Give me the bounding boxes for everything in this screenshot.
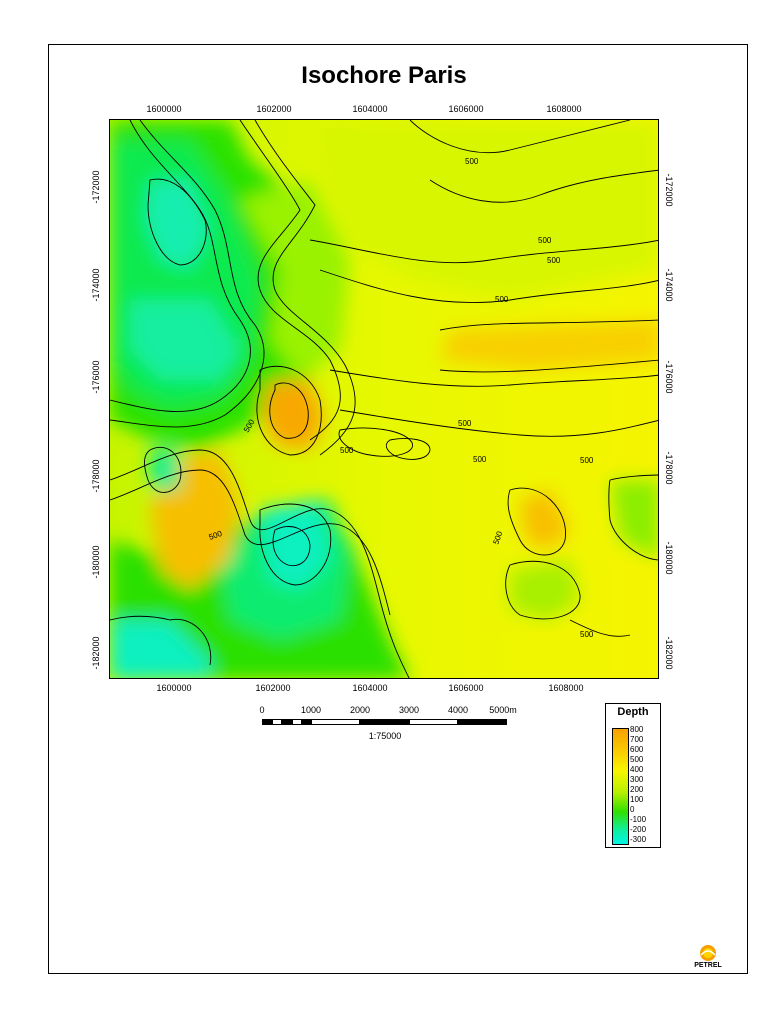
contour-map-svg: 500 500 500 500 500 500 500 500 500 500 … xyxy=(110,120,658,678)
legend-tick: -100 xyxy=(630,815,647,824)
contour-label: 500 xyxy=(340,446,354,455)
contour-label: 500 xyxy=(458,419,472,428)
legend-color-bar xyxy=(612,728,629,845)
contour-label: 500 xyxy=(495,295,509,304)
isochore-map[interactable]: 500 500 500 500 500 500 500 500 500 500 … xyxy=(109,119,659,679)
scale-bar: 0 1000 2000 3000 4000 5000m 1:75000 xyxy=(259,705,516,745)
petrel-logo: PETREL xyxy=(688,944,728,974)
y-tick-right: -182000 xyxy=(664,636,674,670)
legend-tick: 0 xyxy=(630,805,635,814)
scale-bar-segments xyxy=(262,719,508,725)
legend-title: Depth xyxy=(617,706,649,718)
y-tick-right: -174000 xyxy=(664,268,674,302)
legend-tick: 300 xyxy=(630,775,644,784)
x-tick-bottom: 1600000 xyxy=(156,683,192,693)
contour-lines xyxy=(110,120,658,678)
x-tick-top: 1608000 xyxy=(546,104,582,114)
legend-tick: 800 xyxy=(630,725,644,734)
y-tick-right: -178000 xyxy=(664,451,674,485)
legend-tick: 700 xyxy=(630,735,644,744)
legend-tick: 600 xyxy=(630,745,644,754)
y-tick-left: -172000 xyxy=(91,170,101,204)
contour-label: 500 xyxy=(538,236,552,245)
petrel-logo-icon xyxy=(700,945,716,961)
contour-label: 500 xyxy=(491,530,504,546)
x-tick-top: 1600000 xyxy=(146,104,182,114)
x-tick-top: 1602000 xyxy=(256,104,292,114)
scale-label: 5000m xyxy=(489,705,517,715)
contour-label: 500 xyxy=(547,256,561,265)
contour-label: 500 xyxy=(208,529,224,542)
contour-label: 500 xyxy=(580,630,594,639)
y-tick-left: -178000 xyxy=(91,459,101,493)
y-tick-right: -172000 xyxy=(664,173,674,207)
scale-label: 4000 xyxy=(447,705,469,715)
x-tick-bottom: 1604000 xyxy=(352,683,388,693)
x-tick-bottom: 1606000 xyxy=(448,683,484,693)
x-tick-bottom: 1608000 xyxy=(548,683,584,693)
legend-tick: 200 xyxy=(630,785,644,794)
scale-label: 1000 xyxy=(300,705,322,715)
legend-tick: 500 xyxy=(630,755,644,764)
x-tick-top: 1604000 xyxy=(352,104,388,114)
legend-tick: -200 xyxy=(630,825,647,834)
y-tick-right: -176000 xyxy=(664,360,674,394)
legend-tick: 400 xyxy=(630,765,644,774)
y-tick-left: -176000 xyxy=(91,360,101,394)
scale-ratio: 1:75000 xyxy=(368,731,402,741)
x-tick-top: 1606000 xyxy=(448,104,484,114)
y-tick-left: -180000 xyxy=(91,545,101,579)
scale-label: 3000 xyxy=(398,705,420,715)
y-tick-left: -182000 xyxy=(91,636,101,670)
scale-label: 0 xyxy=(259,705,265,715)
x-tick-bottom: 1602000 xyxy=(255,683,291,693)
y-tick-right: -180000 xyxy=(664,541,674,575)
map-title: Isochore Paris xyxy=(301,62,467,89)
petrel-logo-text: PETREL xyxy=(694,962,722,969)
y-tick-left: -174000 xyxy=(91,268,101,302)
scale-label: 2000 xyxy=(349,705,371,715)
page-frame xyxy=(48,44,748,974)
legend-tick: 100 xyxy=(630,795,644,804)
depth-legend: Depth 800 700 600 500 400 300 200 100 0 … xyxy=(605,703,661,848)
contour-label: 500 xyxy=(465,157,479,166)
depth-surface xyxy=(110,120,658,678)
contour-label: 500 xyxy=(473,455,487,464)
legend-tick: -300 xyxy=(630,835,647,844)
contour-label: 500 xyxy=(580,456,594,465)
